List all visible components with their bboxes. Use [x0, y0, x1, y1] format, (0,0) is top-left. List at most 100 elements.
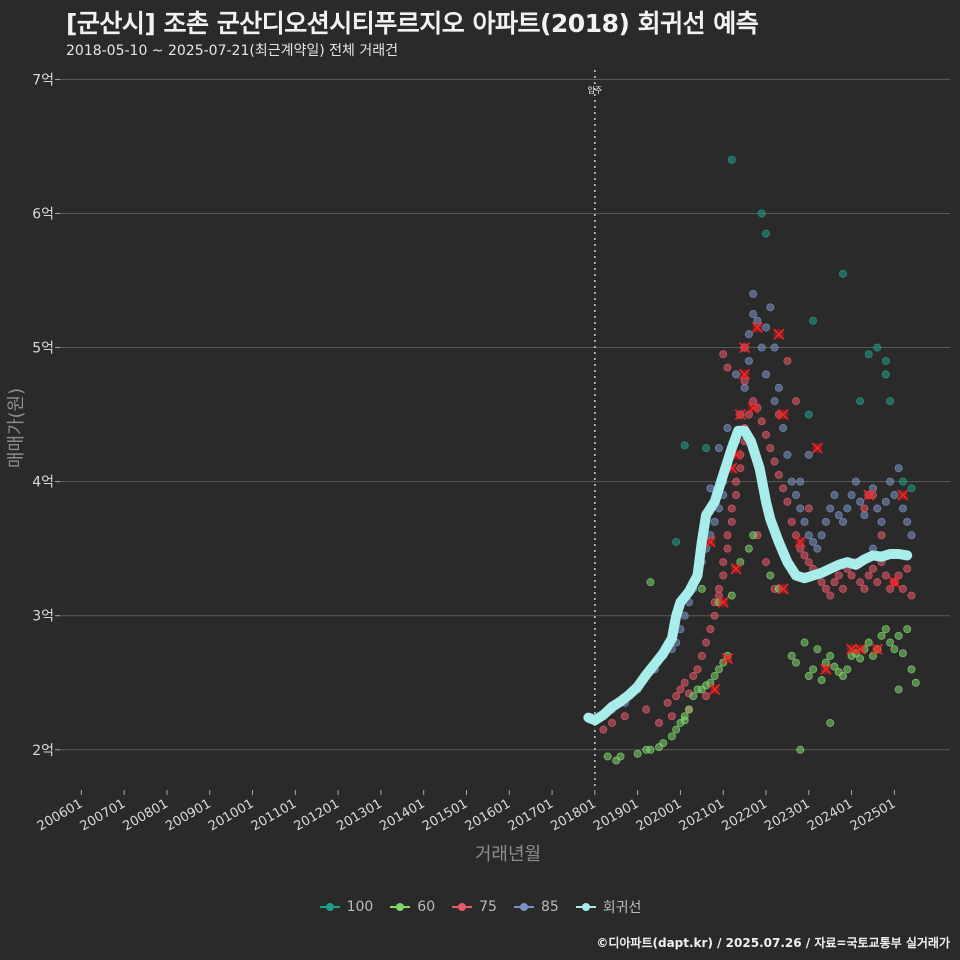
highlight-mark — [777, 583, 789, 595]
data-point-100 — [680, 441, 689, 450]
data-point-75 — [894, 571, 903, 580]
data-point-85 — [779, 423, 788, 432]
data-point-75 — [787, 517, 796, 526]
data-point-60 — [684, 705, 693, 714]
highlight-cross — [751, 321, 764, 334]
data-point-100 — [757, 209, 766, 218]
data-point-85 — [873, 504, 882, 513]
highlight-mark — [730, 563, 742, 575]
highlight-cross — [794, 536, 806, 548]
x-axis: 2006012007012008012009012010012011012012… — [35, 790, 898, 834]
x-tick-label: 200701 — [78, 796, 128, 834]
data-point-100 — [804, 410, 813, 419]
data-point-75 — [791, 531, 800, 540]
highlight-mark — [863, 489, 875, 501]
data-point-85 — [796, 504, 805, 513]
highlight-cross — [739, 341, 751, 354]
highlight-mark — [773, 328, 785, 340]
highlight-marks — [704, 321, 909, 696]
data-point-75 — [903, 564, 912, 573]
legend-label-60: 60 — [417, 899, 436, 915]
highlight-cross — [871, 643, 883, 655]
data-point-85 — [723, 423, 732, 432]
data-point-60 — [659, 739, 668, 748]
data-point-100 — [839, 269, 848, 278]
highlight-mark — [721, 653, 734, 665]
data-point-85 — [757, 343, 766, 352]
highlight-mark — [739, 368, 751, 380]
data-point-85 — [787, 477, 796, 486]
data-point-75 — [680, 678, 689, 687]
data-point-85 — [804, 531, 813, 540]
data-point-60 — [911, 678, 920, 687]
legend-key-85 — [513, 898, 535, 916]
regression-line — [583, 425, 913, 726]
data-point-60 — [826, 718, 835, 727]
data-point-60 — [903, 625, 912, 634]
data-point-75 — [599, 725, 608, 734]
data-point-85 — [877, 517, 886, 526]
data-point-60 — [907, 665, 916, 674]
data-point-60 — [680, 712, 689, 721]
data-point-100 — [898, 477, 907, 486]
x-axis-title: 거래년월 — [475, 844, 541, 865]
data-point-60 — [826, 651, 835, 660]
x-tick-label: 201501 — [420, 796, 470, 834]
x-tick-label: 202201 — [720, 796, 770, 834]
data-point-85 — [804, 450, 813, 459]
x-tick-label: 202301 — [762, 796, 812, 834]
x-tick-label: 202401 — [805, 796, 855, 834]
data-point-75 — [702, 692, 711, 701]
data-point-75 — [727, 504, 736, 513]
legend-label-100: 100 — [346, 899, 374, 915]
data-point-85 — [856, 497, 865, 506]
data-point-75 — [886, 584, 895, 593]
data-point-75 — [881, 571, 890, 580]
legend-label-75: 75 — [479, 899, 497, 915]
x-tick-label: 202001 — [634, 796, 684, 834]
data-point-75 — [732, 491, 741, 500]
data-point-60 — [894, 685, 903, 694]
data-point-85 — [860, 511, 869, 520]
data-point-85 — [749, 289, 758, 298]
data-point-75 — [655, 718, 664, 727]
highlight-cross — [854, 643, 866, 655]
data-point-75 — [702, 638, 711, 647]
x-tick-label: 202101 — [677, 796, 727, 834]
source-caption: ©디아파트(dapt.kr) / 2025.07.26 / 자료=국토교통부 실… — [596, 936, 950, 950]
highlight-cross — [888, 576, 900, 588]
data-point-75 — [830, 578, 839, 587]
data-point-75 — [839, 584, 848, 593]
legend-label-85: 85 — [540, 899, 559, 915]
x-tick-label: 202501 — [848, 796, 898, 834]
data-point-85 — [830, 491, 839, 500]
data-point-75 — [804, 558, 813, 567]
data-point-100 — [762, 229, 771, 238]
data-point-60 — [727, 591, 736, 600]
highlight-mark — [717, 596, 729, 608]
data-point-75 — [719, 350, 728, 359]
data-point-75 — [620, 712, 629, 721]
data-point-100 — [727, 155, 736, 164]
data-point-85 — [847, 491, 856, 500]
data-point-75 — [736, 464, 745, 473]
move-in-marker: 입주 — [587, 70, 602, 790]
data-point-60 — [813, 645, 822, 654]
data-point-85 — [770, 397, 779, 406]
data-point-75 — [783, 356, 792, 365]
data-point-75 — [766, 444, 775, 453]
data-point-85 — [800, 517, 809, 526]
data-point-85 — [903, 517, 912, 526]
highlight-cross — [717, 596, 729, 608]
legend: 100 60 75 85 회귀선 — [0, 897, 960, 917]
data-point-60 — [856, 654, 865, 663]
data-point-75 — [642, 705, 651, 714]
highlight-mark — [739, 341, 751, 354]
chart-subtitle: 2018-05-10 ~ 2025-07-21(최근계약일) 전체 거래건 — [66, 43, 398, 59]
data-point-60 — [839, 672, 848, 681]
data-point-85 — [821, 517, 830, 526]
data-point-75 — [757, 417, 766, 426]
highlight-mark — [846, 643, 858, 655]
data-point-85 — [710, 517, 719, 526]
